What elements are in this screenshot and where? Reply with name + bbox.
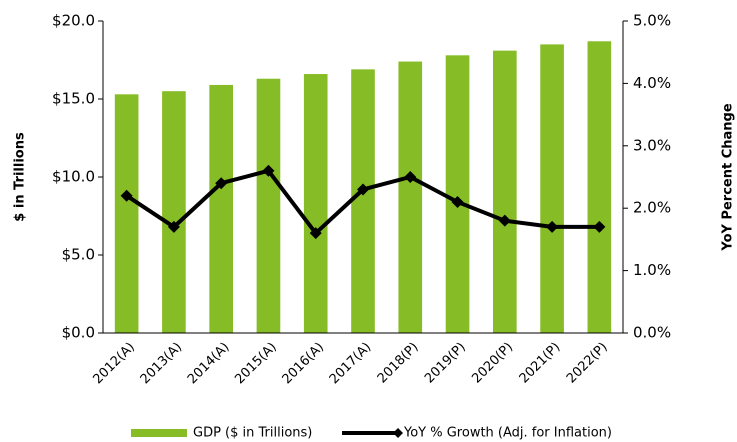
marker bbox=[120, 189, 133, 202]
y2-tick-label: 0.0% bbox=[633, 324, 671, 342]
x-tick-label: 2014(A) bbox=[185, 340, 232, 387]
y-tick-label: $15.0 bbox=[52, 90, 95, 108]
y2-axis-title: YoY Percent Change bbox=[721, 103, 736, 251]
y-tick-label: $0.0 bbox=[62, 324, 95, 342]
marker bbox=[404, 171, 417, 183]
marker bbox=[498, 214, 511, 227]
y2-tick-label: 2.0% bbox=[633, 199, 671, 217]
legend-marker bbox=[393, 428, 403, 438]
y-tick-label: $5.0 bbox=[62, 246, 95, 264]
legend-label: GDP ($ in Trillions) bbox=[193, 426, 312, 441]
y-tick-label: $20.0 bbox=[52, 12, 95, 30]
bar bbox=[493, 50, 517, 333]
x-tick-label: 2018(P) bbox=[375, 340, 422, 387]
bar bbox=[303, 74, 328, 333]
marker bbox=[451, 195, 464, 208]
x-tick-label: 2017(A) bbox=[327, 340, 374, 387]
bar bbox=[587, 41, 612, 333]
legend-label: YoY % Growth (Adj. for Inflation) bbox=[403, 426, 612, 441]
legend-swatch bbox=[131, 429, 187, 437]
marker bbox=[593, 220, 606, 233]
bar bbox=[398, 61, 423, 334]
bar bbox=[256, 78, 281, 333]
x-tick-label: 2020(P) bbox=[469, 340, 516, 387]
y2-tick-label: 4.0% bbox=[633, 74, 671, 92]
bar bbox=[162, 91, 186, 333]
x-tick-label: 2012(A) bbox=[90, 340, 137, 387]
x-tick-label: 2021(P) bbox=[517, 340, 564, 387]
marker bbox=[357, 183, 369, 196]
y2-tick-label: 3.0% bbox=[633, 136, 671, 154]
marker bbox=[546, 220, 559, 233]
bar bbox=[540, 44, 564, 334]
marker bbox=[167, 220, 180, 233]
x-tick-label: 2015(A) bbox=[232, 340, 279, 387]
x-tick-label: 2019(P) bbox=[422, 340, 469, 387]
bar bbox=[445, 55, 470, 333]
y-axis-title: $ in Trillions bbox=[13, 132, 28, 222]
marker bbox=[309, 227, 322, 240]
y-tick-label: $10.0 bbox=[52, 168, 95, 186]
x-tick-label: 2022(P) bbox=[564, 340, 611, 387]
bar bbox=[209, 84, 233, 334]
y2-tick-label: 1.0% bbox=[633, 261, 671, 279]
y2-tick-label: 5.0% bbox=[633, 12, 671, 30]
bar bbox=[351, 69, 375, 334]
marker bbox=[262, 164, 275, 177]
x-tick-label: 2013(A) bbox=[138, 340, 185, 387]
marker bbox=[215, 177, 228, 190]
bar bbox=[114, 94, 139, 333]
x-tick-label: 2016(A) bbox=[280, 340, 327, 387]
